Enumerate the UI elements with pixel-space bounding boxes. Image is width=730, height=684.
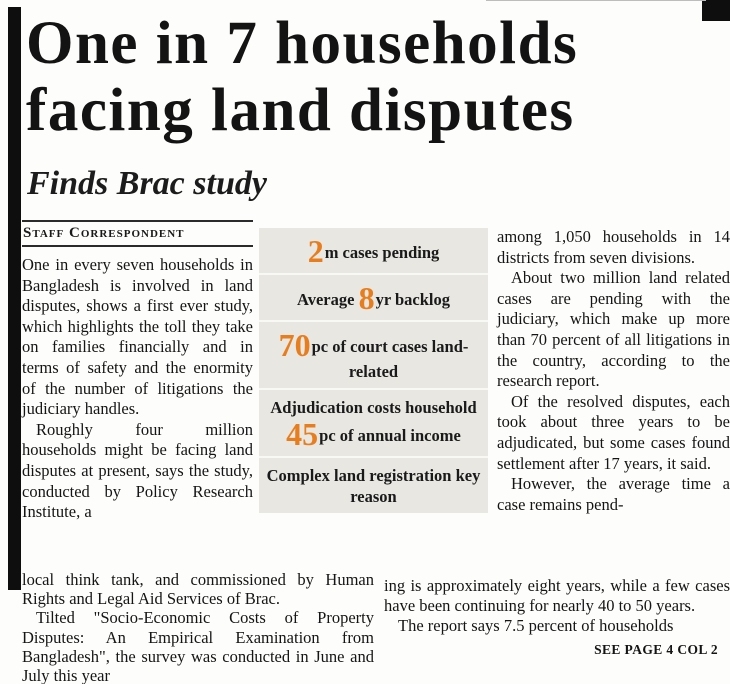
body-paragraph: Roughly four million households might be… — [22, 419, 253, 522]
stat-cases-pending: 2m cases pending — [259, 228, 488, 275]
stat-label: Complex land registration key reason — [266, 466, 481, 506]
stat-registration-reason: Complex land registration key reason — [259, 458, 488, 513]
scan-artifact-corner-bar — [702, 0, 730, 21]
stat-label: pc of annual income — [319, 426, 461, 445]
stat-adjudication-cost: Adjudication costs household 45pc of ann… — [259, 390, 488, 458]
stat-label: Average — [297, 290, 359, 309]
subhead: Finds Brac study — [27, 165, 267, 202]
body-paragraph: ing is approximately eight years, while … — [384, 576, 730, 615]
stat-value-line: 45pc of annual income — [264, 418, 483, 450]
continuation-note: SEE PAGE 4 COL 2 — [594, 642, 718, 658]
headline: One in 7 households facing land disputes — [26, 10, 716, 144]
body-paragraph: The report says 7.5 percent of household… — [398, 615, 674, 635]
body-paragraph: One in every seven households in Banglad… — [22, 255, 253, 419]
stat-label: pc of court cases land-related — [311, 337, 469, 381]
body-paragraph: among 1,050 households in 14 districts f… — [497, 227, 730, 267]
body-paragraph: Tilted "Socio-Economic Costs of Property… — [22, 608, 374, 684]
stat-label: Adjudication costs household — [270, 398, 477, 417]
stat-value: 2 — [307, 233, 324, 269]
stat-value: 70 — [278, 327, 311, 363]
right-column: among 1,050 households in 14 districts f… — [497, 227, 730, 515]
byline: Staff Correspondent — [23, 225, 185, 241]
body-paragraph: Of the resolved disputes, each took abou… — [497, 391, 730, 473]
body-paragraph: About two million land related cases are… — [497, 268, 730, 391]
stat-label: yr backlog — [375, 290, 450, 309]
headline-line-2: facing land disputes — [26, 77, 575, 144]
stats-box: 2m cases pending Average 8yr backlog 70p… — [259, 228, 488, 513]
stat-value: 45 — [286, 416, 319, 452]
headline-line-1: One in 7 households — [26, 10, 579, 77]
byline-rule-box: Staff Correspondent — [22, 220, 253, 247]
body-paragraph: However, the average time a case remains… — [497, 474, 730, 514]
left-column: One in every seven households in Banglad… — [22, 255, 253, 523]
scan-artifact-left-bar — [8, 7, 21, 590]
body-paragraph: local think tank, and commissioned by Hu… — [22, 570, 374, 609]
stat-label: m cases pending — [324, 243, 440, 262]
bottom-left-text: local think tank, and commissioned by Hu… — [22, 570, 374, 684]
bottom-right-text: ing is approximately eight years, while … — [384, 576, 730, 660]
stat-court-cases: 70pc of court cases land-related — [259, 322, 488, 390]
stat-backlog: Average 8yr backlog — [259, 275, 488, 322]
scan-edge-line — [486, 0, 706, 1]
stat-value: 8 — [358, 280, 375, 316]
